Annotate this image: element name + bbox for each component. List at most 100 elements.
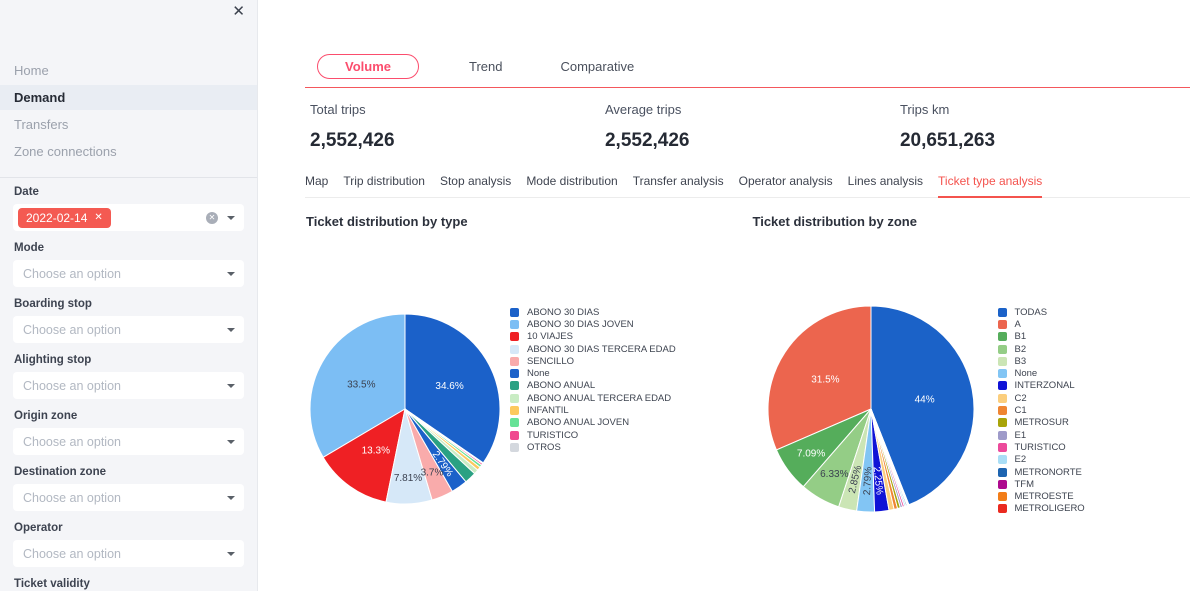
- legend-label: B2: [1014, 343, 1027, 355]
- sidebar: ✕ Home Demand Transfers Zone connections Da…: [0, 0, 258, 591]
- chevron-down-icon: [227, 440, 235, 444]
- tab-volume[interactable]: Volume: [317, 54, 419, 79]
- pie-slice-otros[interactable]: [404, 408, 484, 465]
- legend-item-tfm[interactable]: TFM: [997, 478, 1085, 490]
- mode-select[interactable]: Choose an option: [13, 260, 244, 287]
- chevron-down-icon: [227, 216, 235, 220]
- subtab-ticket-type-analysis[interactable]: Ticket type analysis: [938, 174, 1043, 198]
- select-placeholder: Choose an option: [23, 490, 121, 505]
- sidebar-item-transfers[interactable]: Transfers: [14, 117, 69, 132]
- legend-item-none[interactable]: None: [510, 367, 676, 379]
- stat-label: Trips km: [899, 102, 950, 117]
- legend-item-turistico[interactable]: TURISTICO: [997, 441, 1085, 453]
- legend-item-b2[interactable]: B2: [997, 343, 1085, 355]
- pie-slice-metroligero[interactable]: [870, 408, 910, 506]
- main-content: Volume Trend Comparative Total trips 2,552,…: [258, 0, 1200, 591]
- legend-label: TURISTICO: [527, 429, 579, 441]
- stat-trips-km: Trips km 20,651,263: [895, 102, 1190, 152]
- legend-item-c2[interactable]: C2: [997, 392, 1085, 404]
- subtab-map[interactable]: Map: [305, 174, 329, 188]
- legend-item-e1[interactable]: E1: [997, 429, 1085, 441]
- stat-label: Total trips: [310, 102, 366, 117]
- date-select[interactable]: 2022-02-14 ✕ ✕: [13, 204, 244, 231]
- chart-title: Ticket distribution by zone: [752, 214, 917, 229]
- select-placeholder: Choose an option: [23, 434, 121, 449]
- filter-label: Operator: [14, 522, 63, 534]
- legend-swatch: [997, 455, 1007, 465]
- chart-body: 34.6% 33.5% 13.3% 7.81% 3.7% 2.79% ABONO 30 DI…: [305, 229, 748, 529]
- legend-label: E2: [1014, 454, 1027, 466]
- filter-label: Ticket validity: [14, 578, 90, 590]
- legend-item-interzonal[interactable]: INTERZONAL: [997, 380, 1085, 392]
- tabs-underline: [305, 87, 1190, 88]
- subtab-trip-distribution[interactable]: Trip distribution: [343, 174, 425, 188]
- legend-item-abono-30-dias[interactable]: ABONO 30 DIAS: [510, 306, 676, 318]
- subtab-operator-analysis[interactable]: Operator analysis: [738, 174, 833, 188]
- legend-label: ABONO ANUAL: [527, 380, 596, 392]
- analysis-subtabs: Map Trip distribution Stop analysis Mode di…: [305, 174, 1190, 198]
- pie-slice-10-viajes[interactable]: [322, 407, 406, 503]
- alighting-stop-select[interactable]: Choose an option: [13, 372, 244, 399]
- stat-value: 2,552,426: [310, 130, 395, 151]
- legend-swatch: [510, 418, 519, 428]
- boarding-stop-select[interactable]: Choose an option: [13, 316, 244, 343]
- legend-swatch: [997, 307, 1007, 317]
- tab-comparative[interactable]: Comparative: [560, 59, 635, 74]
- sidebar-item-home[interactable]: Home: [14, 63, 49, 78]
- legend-item-metrosur[interactable]: METROSUR: [997, 417, 1085, 429]
- subtab-stop-analysis[interactable]: Stop analysis: [439, 174, 512, 188]
- chart-body: 44% 31.5% 7.09% 6.33% 2.85% 2.79% 2.25% TODAS A B…: [748, 229, 1191, 529]
- operator-select[interactable]: Choose an option: [13, 540, 244, 567]
- legend-item-a[interactable]: A: [997, 318, 1085, 330]
- subtab-mode-distribution[interactable]: Mode distribution: [526, 174, 618, 188]
- legend-item-metroligero[interactable]: METROLIGERO: [997, 503, 1085, 515]
- legend-item-b3[interactable]: B3: [997, 355, 1085, 367]
- pie-slice-abono-30-dias-joven[interactable]: [309, 313, 406, 459]
- legend-swatch: [997, 430, 1007, 440]
- subtab-lines-analysis[interactable]: Lines analysis: [847, 174, 924, 188]
- pie-slice-a[interactable]: [767, 305, 871, 451]
- legend-item-abono-30-dias-tercera-edad[interactable]: ABONO 30 DIAS TERCERA EDAD: [510, 343, 676, 355]
- legend-item-metronorte[interactable]: METRONORTE: [997, 466, 1085, 478]
- clear-icon[interactable]: ✕: [206, 211, 218, 224]
- tab-trend[interactable]: Trend: [469, 59, 503, 74]
- legend-item-abono-anual[interactable]: ABONO ANUAL: [510, 380, 676, 392]
- chart-legend: TODAS A B1 B2 B3 None INTERZONAL C2 C1 METROSUR E1…: [997, 306, 1085, 515]
- legend-item-metroeste[interactable]: METROESTE: [997, 490, 1085, 502]
- chevron-down-icon: [227, 384, 235, 388]
- legend-swatch: [510, 381, 519, 391]
- legend-label: 10 VIAJES: [527, 331, 573, 343]
- legend-swatch: [510, 430, 519, 440]
- legend-item-abono-anual-joven[interactable]: ABONO ANUAL JOVEN: [510, 417, 676, 429]
- pie-slice-todas[interactable]: [870, 305, 974, 506]
- sidebar-item-zone-connections[interactable]: Zone connections: [14, 144, 117, 159]
- legend-item-abono-30-dias-joven[interactable]: ABONO 30 DIAS JOVEN: [510, 318, 676, 330]
- legend-swatch: [510, 369, 519, 379]
- legend-item-c1[interactable]: C1: [997, 404, 1085, 416]
- legend-item-b1[interactable]: B1: [997, 331, 1085, 343]
- filter-ticket-validity: Ticket validity: [13, 578, 244, 590]
- sidebar-item-demand[interactable]: Demand: [0, 85, 257, 110]
- legend-item-otros[interactable]: OTROS: [510, 441, 676, 453]
- legend-swatch: [997, 344, 1007, 354]
- subtab-transfer-analysis[interactable]: Transfer analysis: [632, 174, 724, 188]
- legend-item-e2[interactable]: E2: [997, 454, 1085, 466]
- legend-item-abono-anual-tercera-edad[interactable]: ABONO ANUAL TERCERA EDAD: [510, 392, 676, 404]
- tag-remove-icon[interactable]: ✕: [94, 212, 103, 223]
- filter-label: Mode: [14, 242, 45, 254]
- destination-zone-select[interactable]: Choose an option: [13, 484, 244, 511]
- legend-swatch: [510, 332, 519, 342]
- filter-label: Destination zone: [14, 466, 107, 478]
- legend-swatch: [997, 369, 1007, 379]
- legend-item-todas[interactable]: TODAS: [997, 306, 1085, 318]
- legend-item-10-viajes[interactable]: 10 VIAJES: [510, 331, 676, 343]
- legend-item-turistico[interactable]: TURISTICO: [510, 429, 676, 441]
- legend-label: INTERZONAL: [1014, 380, 1075, 392]
- origin-zone-select[interactable]: Choose an option: [13, 428, 244, 455]
- date-tag-value: 2022-02-14: [26, 210, 88, 225]
- pie-slice-abono-30-dias[interactable]: [404, 313, 501, 464]
- legend-item-none[interactable]: None: [997, 367, 1085, 379]
- legend-item-sencillo[interactable]: SENCILLO: [510, 355, 676, 367]
- close-icon[interactable]: ✕: [232, 3, 245, 20]
- legend-item-infantil[interactable]: INFANTIL: [510, 404, 676, 416]
